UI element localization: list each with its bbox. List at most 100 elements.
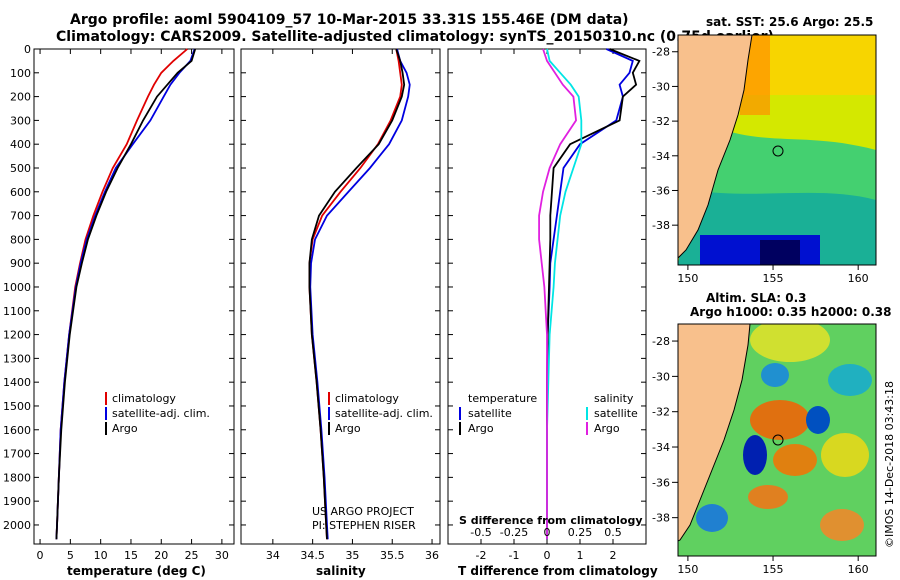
- y-tick-label: 700: [10, 210, 31, 223]
- temperature-legend: climatology satellite-adj. clim. Argo: [105, 392, 210, 435]
- y-tick-label: 500: [10, 162, 31, 175]
- y-tick-label: 1000: [3, 281, 31, 294]
- x-tick-label: 30: [215, 549, 229, 562]
- sst-frame: [677, 34, 877, 266]
- sla-title-2: Argo h1000: 0.35 h2000: 0.38: [690, 305, 891, 319]
- x-tick-label: 36: [425, 549, 439, 562]
- series-line-salinity-argo: [538, 48, 577, 540]
- legend2-clim-label: climatology: [335, 392, 399, 405]
- map-lon-label: 155: [763, 563, 784, 576]
- legend3-s-argo-mark: [586, 422, 588, 435]
- sla-eddy-1: [750, 324, 830, 362]
- x-tick-label: -2: [476, 549, 487, 562]
- y-tick-label: 800: [10, 233, 31, 246]
- sla-eddy-6: [743, 435, 767, 475]
- y-tick-label: 1600: [3, 424, 31, 437]
- s-tick-label: 0: [544, 526, 551, 539]
- sst-argo-position: [772, 145, 784, 157]
- x-tick-label: 10: [94, 549, 108, 562]
- series-line-argo: [308, 48, 406, 540]
- sla-eddy-9: [748, 485, 788, 509]
- legend2-clim-mark: [328, 392, 330, 405]
- map-lat-label: -30: [652, 370, 670, 383]
- s-tick-label: 0.5: [604, 526, 622, 539]
- y-tick-label: 1200: [3, 329, 31, 342]
- map-lon-label: 150: [677, 272, 698, 285]
- x-tick-label: 0: [544, 549, 551, 562]
- t-difference-axis-label: T difference from climatology: [458, 564, 658, 578]
- sla-eddy-11: [820, 509, 864, 541]
- map-lat-label: -36: [652, 476, 670, 489]
- legend3-s-sat-mark: [586, 407, 588, 420]
- sla-argo-position: [772, 434, 784, 446]
- series-line-satellite-adj-clim-: [55, 48, 196, 540]
- sla-land: [678, 324, 751, 542]
- x-tick-label: 35.5: [380, 549, 405, 562]
- legend-argo-mark: [105, 422, 107, 435]
- temperature-axis-label: temperature (deg C): [67, 564, 206, 578]
- title-line-1: Argo profile: aoml 5904109_57 10-Mar-201…: [70, 12, 629, 28]
- map-lat-label: -32: [652, 115, 670, 128]
- y-tick-label: 1500: [3, 400, 31, 413]
- y-tick-label: 300: [10, 114, 31, 127]
- map-lat-label: -28: [652, 335, 670, 348]
- s-tick-label: -0.5: [470, 526, 491, 539]
- sla-eddy-3: [828, 364, 872, 396]
- salinity-legend: climatology satellite-adj. clim. Argo: [328, 392, 433, 435]
- y-tick-label: 200: [10, 91, 31, 104]
- sla-frame: [677, 323, 877, 557]
- sla-eddy-5: [806, 406, 830, 434]
- map-lat-label: -30: [652, 80, 670, 93]
- x-tick-label: 35: [345, 549, 359, 562]
- legend3-t-sat-mark: [459, 407, 461, 420]
- y-tick-label: 0: [24, 43, 31, 56]
- salinity-panel-frame: [240, 48, 441, 545]
- legend-argo-label: Argo: [112, 422, 138, 435]
- credit-line-1: US ARGO PROJECT: [312, 505, 414, 518]
- series-line-satellite-adj-clim-: [309, 48, 411, 540]
- legend3-t-argo-label: Argo: [468, 422, 494, 435]
- y-tick-label: 1700: [3, 448, 31, 461]
- s-difference-label: S difference from climatology: [459, 514, 643, 527]
- series-line-temperature-satellite: [546, 48, 634, 540]
- x-tick-label: 2: [610, 549, 617, 562]
- map-lon-label: 160: [848, 272, 869, 285]
- sla-eddy-7: [773, 444, 817, 476]
- y-tick-label: 600: [10, 186, 31, 199]
- sst-coldest-core: [760, 240, 800, 265]
- x-tick-label: 20: [154, 549, 168, 562]
- series-line-temperature-argo: [546, 48, 641, 540]
- legend3-temp-title: temperature: [468, 392, 537, 405]
- x-tick-label: 5: [67, 549, 74, 562]
- sla-title-1: Altim. SLA: 0.3: [706, 291, 807, 305]
- y-tick-label: 1800: [3, 471, 31, 484]
- title-line-2: Climatology: CARS2009. Satellite-adjuste…: [56, 29, 774, 45]
- x-tick-label: 34.5: [300, 549, 325, 562]
- map-lon-label: 155: [763, 272, 784, 285]
- legend-sat-mark: [105, 407, 107, 420]
- series-line-argo: [55, 48, 197, 540]
- legend-clim-mark: [105, 392, 107, 405]
- legend3-sal-title: salinity: [594, 392, 634, 405]
- map-lat-label: -38: [652, 219, 670, 232]
- legend-clim-label: climatology: [112, 392, 176, 405]
- y-tick-label: 1300: [3, 352, 31, 365]
- difference-legend: temperature satellite Argo salinity sate…: [459, 392, 638, 435]
- legend3-t-sat-label: satellite: [468, 407, 512, 420]
- x-tick-label: -1: [509, 549, 520, 562]
- map-lat-label: -36: [652, 184, 670, 197]
- legend3-s-sat-label: satellite: [594, 407, 638, 420]
- s-tick-label: -0.25: [500, 526, 528, 539]
- series-line-salinity-satellite: [546, 48, 583, 540]
- x-tick-label: 15: [124, 549, 138, 562]
- credit-line-2: PI: STEPHEN RISER: [312, 519, 416, 532]
- sla-eddy-4: [750, 400, 810, 440]
- y-tick-label: 1100: [3, 305, 31, 318]
- salinity-axis-label: salinity: [316, 564, 366, 578]
- y-tick-label: 1400: [3, 376, 31, 389]
- map-lat-label: -38: [652, 512, 670, 525]
- sst-title: sat. SST: 25.6 Argo: 25.5: [706, 15, 873, 29]
- sla-eddy-10: [696, 504, 728, 532]
- y-tick-label: 2000: [3, 519, 31, 532]
- y-tick-label: 1900: [3, 495, 31, 508]
